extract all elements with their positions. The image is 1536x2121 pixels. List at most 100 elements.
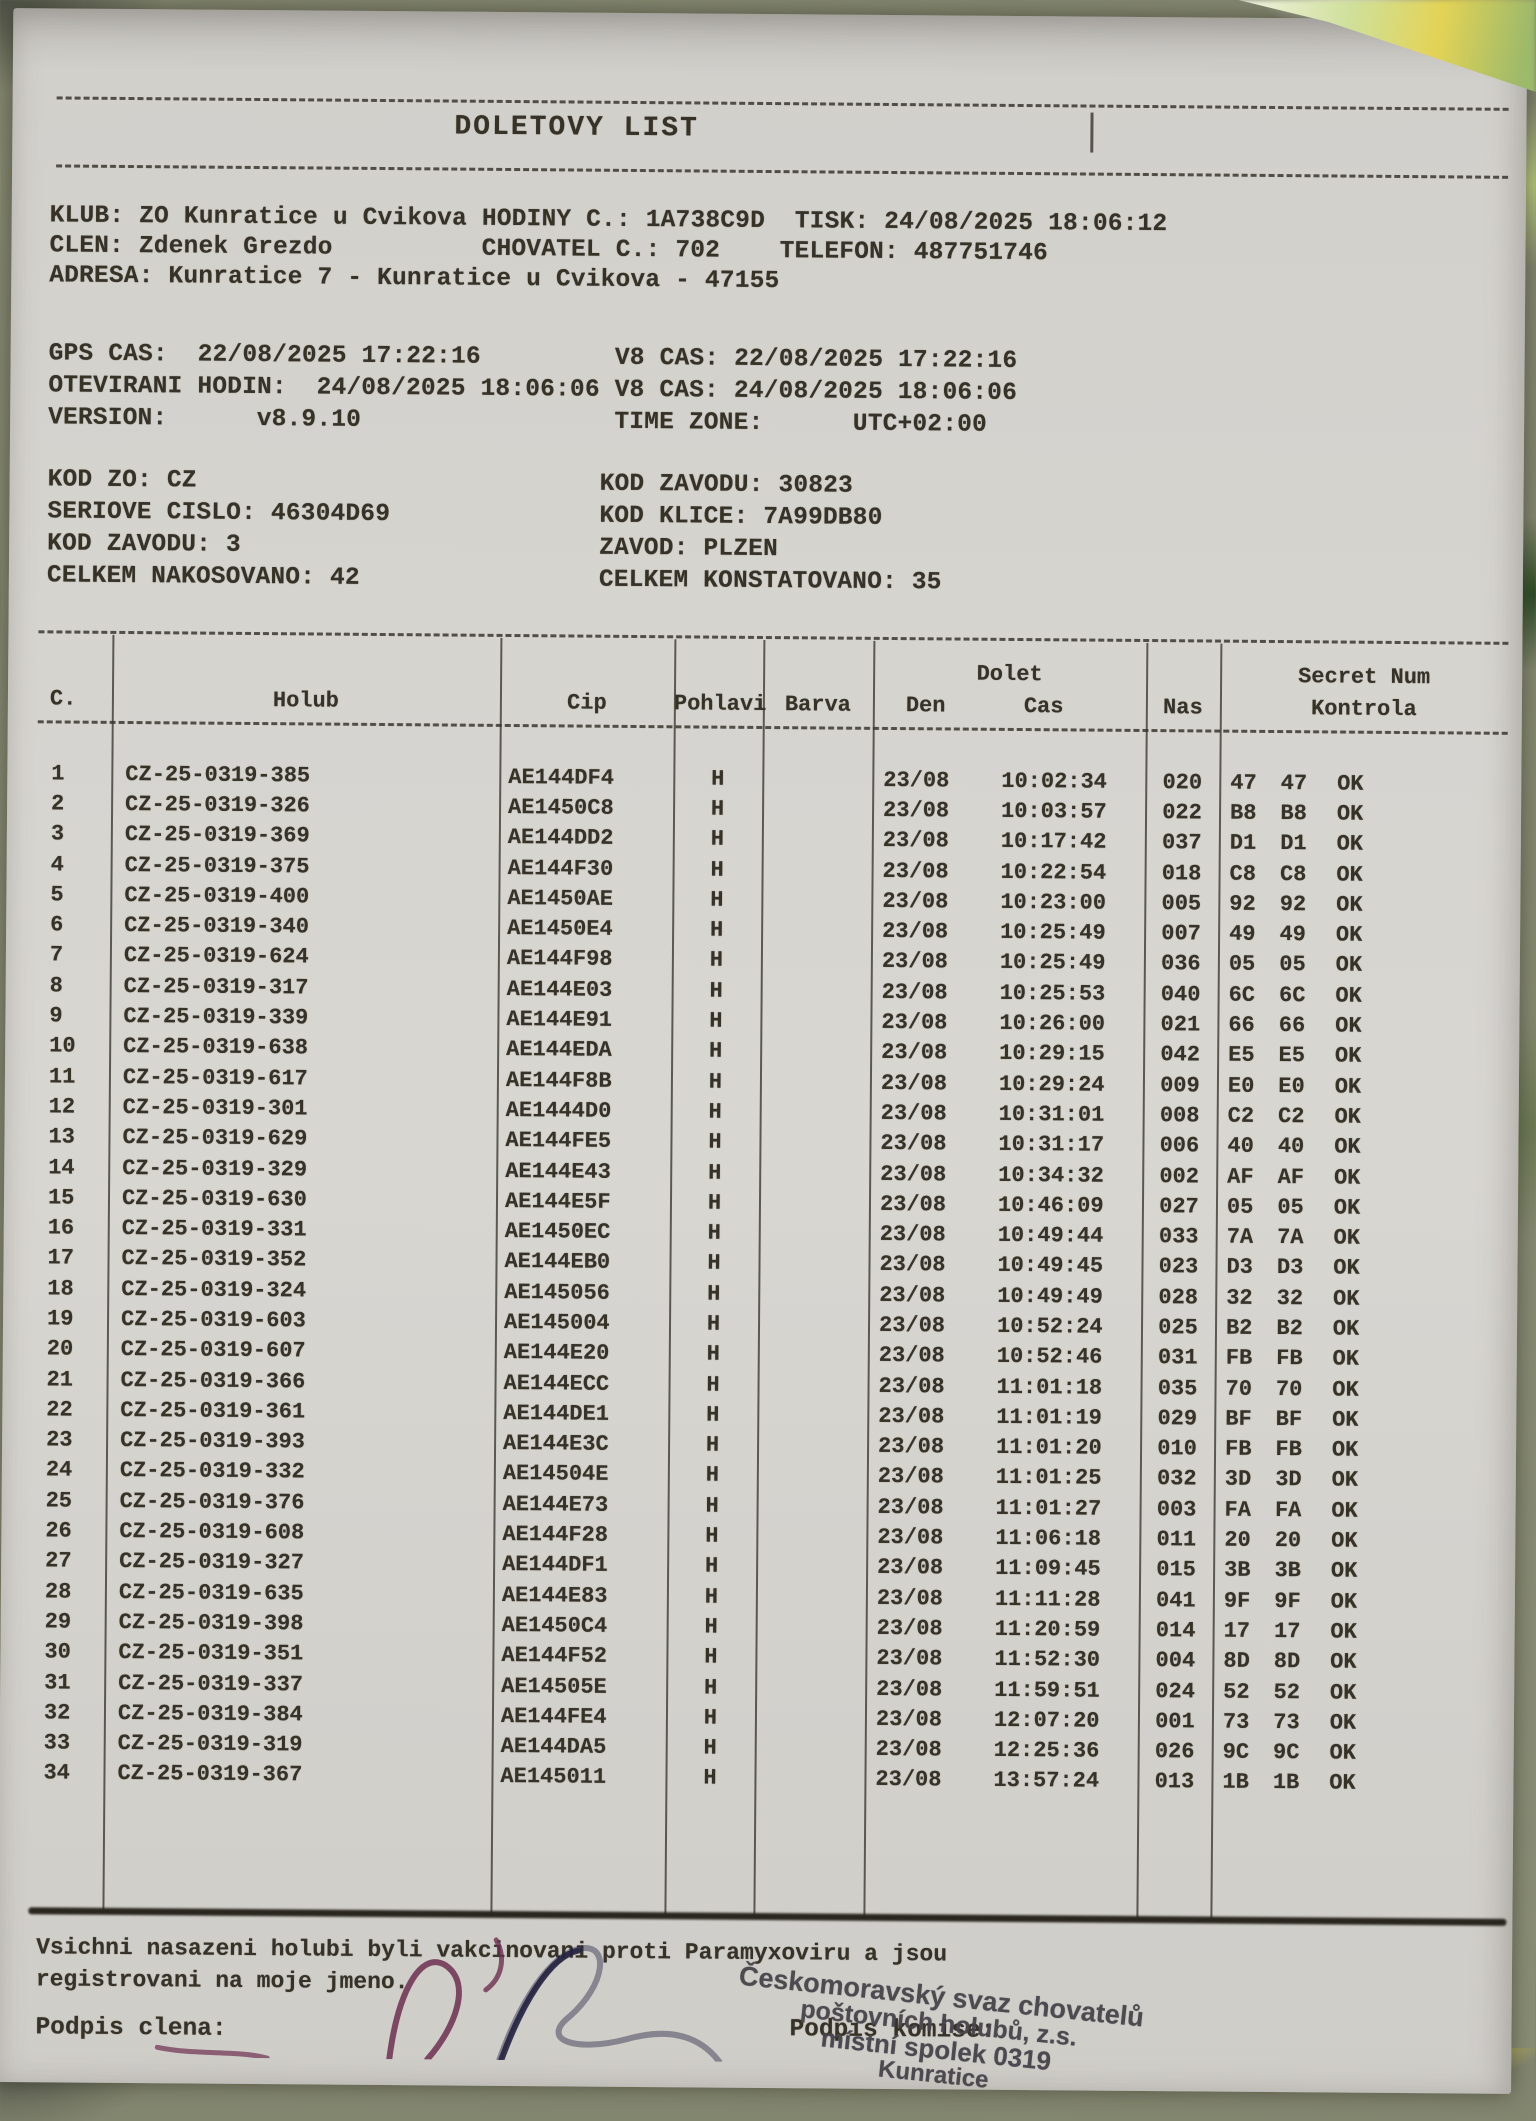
holub-ring: CZ-25-0319-630 [121,1185,307,1213]
dolet-cas: 10:52:24 [996,1313,1103,1340]
secret-1: 49 [1229,921,1256,947]
row-number: 12 [48,1094,76,1120]
chip-code: AE144F30 [507,855,614,882]
kod-zo-line: KOD ZO: CZ KOD ZAVODU: 30823 [48,466,854,499]
dolet-cas: 10:49:44 [997,1222,1104,1249]
nas-value: 001 [1155,1708,1195,1735]
nas-value: 042 [1160,1042,1201,1068]
seriove-cislo-line: SERIOVE CISLO: 46304D69 KOD KLICE: 7A99DB… [47,498,882,532]
chip-code: AE144E3C [502,1431,609,1457]
pohlavi-value: H [706,1372,720,1398]
title-box-divider [1090,112,1094,153]
nas-value: 025 [1158,1315,1198,1341]
row-number: 22 [46,1397,73,1423]
chip-code: AE144E73 [502,1491,609,1518]
chip-code: AE144F52 [501,1643,608,1670]
secret-2: 6C [1278,982,1306,1008]
kontrola-ok: OK [1330,1589,1358,1615]
secret-kontrola-value: 3D 3D OK [1214,1467,1502,1494]
chip-code: AE144EDA [506,1037,612,1064]
header-dolet: Dolet [976,661,1043,688]
dolet-value: 23/08 10:25:49 [871,919,1144,946]
kod-zavodu: KOD ZAVODU: 3 [47,530,241,559]
row-number: 2 [51,791,65,817]
secret-2: D3 [1276,1255,1304,1281]
barva-value [761,931,871,932]
kontrola-ok: OK [1329,1710,1357,1736]
secret-1: D1 [1229,830,1257,857]
dolet-den: 23/08 [882,797,950,824]
holub-ring: CZ-25-0319-398 [118,1609,304,1637]
kontrola-ok: OK [1332,1316,1360,1342]
secret-2: D1 [1280,831,1307,857]
holub-ring: CZ-25-0319-351 [118,1640,304,1667]
secret-kontrola-value: BF BF OK [1214,1406,1502,1433]
holub-ring: CZ-25-0319-400 [124,882,310,910]
secret-2: 66 [1278,1013,1306,1039]
secret-1: BF [1225,1406,1252,1432]
nas-value: 007 [1161,921,1202,947]
dolet-cas: 10:31:01 [998,1101,1105,1128]
dolet-value: 23/08 10:49:45 [868,1252,1141,1279]
dolet-cas: 11:59:51 [994,1677,1100,1704]
barva-value [754,1779,864,1780]
chip-code: AE144DD2 [507,825,614,852]
secret-kontrola-value: 20 20 OK [1213,1528,1501,1555]
secret-2: 32 [1276,1285,1304,1311]
secret-kontrola-value: 92 92 OK [1218,891,1506,918]
pohlavi-value: H [708,1038,723,1064]
pohlavi-value: H [707,1190,722,1216]
kontrola-ok: OK [1331,1528,1358,1554]
dolet-den: 23/08 [883,767,950,794]
nas-value: 009 [1160,1072,1200,1099]
secret-1: 47 [1230,770,1257,796]
secret-kontrola-value: D1 D1 OK [1219,831,1507,858]
dolet-cas: 10:02:34 [1001,768,1108,795]
chip-code: AE144FE5 [505,1128,612,1155]
nas-value: 003 [1156,1496,1197,1523]
kontrola-ok: OK [1331,1467,1359,1494]
holub-ring: CZ-25-0319-366 [120,1367,306,1394]
dolet-value: 23/08 10:29:24 [870,1070,1143,1098]
nas-value: 010 [1157,1436,1197,1462]
dolet-value: 23/08 10:31:01 [870,1101,1143,1128]
barva-value [759,1143,869,1144]
kontrola-ok: OK [1330,1619,1357,1645]
secret-kontrola-value: 66 66 OK [1217,1013,1505,1040]
barva-value [757,1506,867,1507]
dolet-cas: 11:06:18 [995,1525,1102,1552]
nas-value: 037 [1161,830,1202,856]
secret-2: FB [1276,1346,1303,1372]
chip-code: AE144F28 [502,1522,609,1548]
barva-value [761,991,871,992]
secret-2: 52 [1273,1679,1301,1705]
dolet-cas: 10:52:46 [996,1344,1103,1370]
secret-1: 05 [1226,1194,1254,1220]
dolet-value: 23/08 11:52:30 [865,1646,1138,1673]
nas-value: 013 [1154,1769,1195,1795]
barva-value [756,1537,866,1538]
pohlavi-value: H [707,1220,721,1246]
row-number: 25 [45,1488,73,1514]
holub-ring: CZ-25-0319-608 [119,1519,305,1546]
dolet-cas: 11:01:18 [996,1374,1103,1401]
dolet-cas: 10:31:17 [998,1132,1105,1158]
chip-code: AE144EB0 [504,1249,611,1276]
barva-value [762,870,872,871]
barva-value [759,1203,869,1204]
kontrola-ok: OK [1337,771,1364,797]
chip-code: AE144E91 [506,1007,613,1033]
secret-1: 9F [1223,1588,1251,1614]
nas-value: 002 [1159,1163,1200,1189]
header-cas: Cas [1023,694,1064,720]
nas-value: 029 [1157,1405,1198,1432]
pohlavi-value: H [707,1250,721,1277]
pohlavi-value: H [706,1402,720,1428]
dolet-value: 23/08 10:22:54 [872,858,1145,885]
chip-code: AE144E43 [505,1158,611,1185]
secret-1: 73 [1222,1709,1250,1735]
version-line: VERSION: v8.9.10 TIME ZONE: UTC+02:00 [48,404,988,439]
dolet-den: 23/08 [877,1494,944,1521]
dolet-den: 23/08 [880,1100,947,1127]
header-kontrola: Kontrola [1310,696,1417,723]
